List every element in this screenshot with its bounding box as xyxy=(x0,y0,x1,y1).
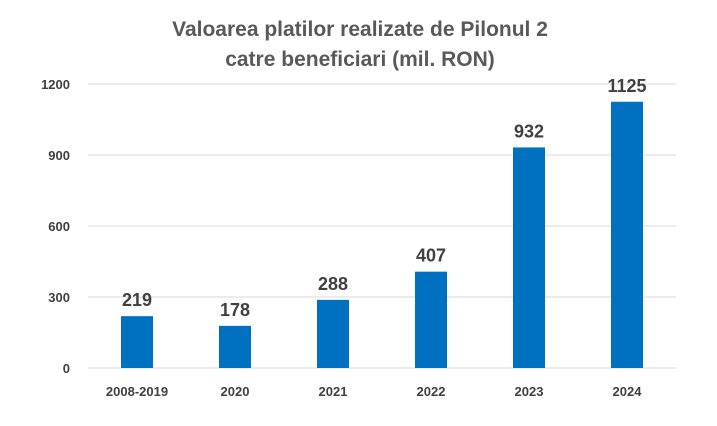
data-label-2024: 1125 xyxy=(607,76,646,96)
x-tick-label-2023: 2023 xyxy=(515,384,544,399)
y-tick-label-900: 900 xyxy=(48,148,70,163)
bar-2024 xyxy=(611,101,643,368)
bar-2020 xyxy=(219,325,251,368)
y-tick-label-300: 300 xyxy=(48,290,70,305)
x-tick-label-2020: 2020 xyxy=(221,384,250,399)
x-axis-tick-labels: 2008-2019 2020 2021 2022 2023 2024 xyxy=(106,384,642,399)
y-axis-tick-labels: 0 300 600 900 1200 xyxy=(41,77,70,376)
y-tick-label-1200: 1200 xyxy=(41,77,70,92)
chart-title-line-1: Valoarea platilor realizate de Pilonul 2 xyxy=(172,18,548,41)
bar-2021 xyxy=(317,299,349,368)
data-label-2020: 178 xyxy=(220,300,250,320)
data-label-2021: 288 xyxy=(318,274,348,294)
y-tick-label-0: 0 xyxy=(63,361,70,376)
data-label-2023: 932 xyxy=(514,121,544,141)
bar-2022 xyxy=(415,271,447,368)
x-tick-label-2008-2019: 2008-2019 xyxy=(106,384,168,399)
y-tick-label-600: 600 xyxy=(48,219,70,234)
data-labels: 219 178 288 407 932 1125 xyxy=(122,76,647,320)
x-tick-label-2024: 2024 xyxy=(613,384,643,399)
chart-title-line-2: catre beneficiari (mil. RON) xyxy=(225,48,495,71)
x-tick-label-2022: 2022 xyxy=(417,384,446,399)
data-label-2008-2019: 219 xyxy=(122,290,152,310)
bar-2008-2019 xyxy=(121,316,153,368)
bars xyxy=(121,101,643,368)
chart-title: Valoarea platilor realizate de Pilonul 2… xyxy=(172,18,548,71)
x-tick-label-2021: 2021 xyxy=(319,384,348,399)
data-label-2022: 407 xyxy=(416,246,446,266)
gridlines xyxy=(88,83,676,369)
bar-2023 xyxy=(513,147,545,368)
